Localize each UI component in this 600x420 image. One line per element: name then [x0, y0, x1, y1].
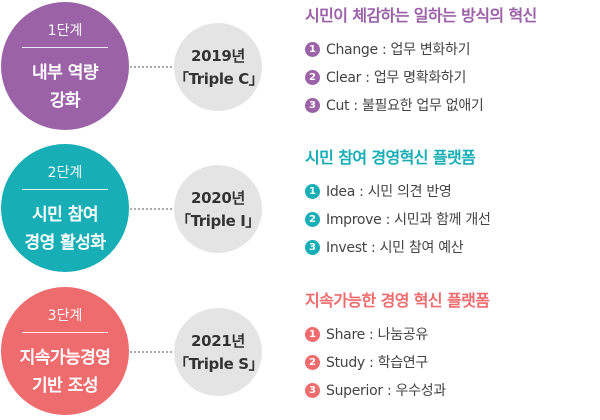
- stage-2-title-line2: 경영 활성화: [24, 233, 106, 253]
- stage-3-connector: [130, 351, 172, 353]
- stage-2-heading: 시민 참여 경영혁신 플랫폼: [305, 148, 476, 167]
- stage-row-2: 2단계 시민 참여 경영 활성화 2020년 「Triple I」 시민 참여 …: [0, 144, 600, 274]
- stage-3-item-1: 1 Share : 나눔공유: [305, 320, 597, 348]
- number-3-badge: 3: [305, 382, 320, 398]
- stage-3-divider: [22, 332, 108, 333]
- stage-3-code: 「Triple S」: [174, 355, 264, 373]
- stage-1-year-circle: 2019년 「Triple C」: [174, 23, 264, 111]
- stage-2-item-1-text: Idea : 시민 의견 반영: [326, 184, 452, 200]
- stage-2-year-circle: 2020년 「Triple I」: [174, 165, 262, 253]
- stage-row-3: 3단계 지속가능경영 기반 조성 2021년 「Triple S」 지속가능한 …: [0, 287, 600, 417]
- stage-2-item-1: 1 Idea : 시민 의견 반영: [305, 177, 597, 205]
- stage-2-item-3-text: Invest : 시민 참여 예산: [326, 240, 464, 256]
- stage-1-title-line2: 강화: [49, 91, 81, 111]
- stage-2-title-line1: 시민 참여: [32, 205, 98, 225]
- stage-3-circle: 3단계 지속가능경영 기반 조성: [1, 287, 129, 415]
- stage-1-item-3-text: Cut : 불필요한 업무 없애기: [326, 98, 484, 114]
- stage-1-item-1-text: Change : 업무 변화하기: [326, 42, 471, 58]
- number-3-badge: 3: [305, 97, 320, 113]
- number-2-badge: 2: [305, 211, 320, 227]
- stage-1-title-line1: 내부 역량: [32, 63, 98, 83]
- stage-1-step-label: 1단계: [47, 23, 83, 39]
- stage-3-item-3-text: Superior : 우수성과: [326, 383, 446, 399]
- stage-3-heading: 지속가능한 경영 혁신 플랫폼: [305, 291, 490, 310]
- number-1-badge: 1: [305, 183, 320, 199]
- stage-3-title-line1: 지속가능경영: [19, 348, 111, 368]
- stage-2-item-3: 3 Invest : 시민 참여 예산: [305, 233, 597, 261]
- stage-1-item-1: 1 Change : 업무 변화하기: [305, 35, 597, 63]
- stage-2-item-2-text: Improve : 시민과 함께 개선: [326, 212, 491, 228]
- stage-2-code: 「Triple I」: [176, 212, 260, 230]
- stage-3-title-line2: 기반 조성: [32, 376, 98, 396]
- number-1-badge: 1: [305, 326, 320, 342]
- stage-1-divider: [22, 47, 108, 48]
- stage-row-1: 1단계 내부 역량 강화 2019년 「Triple C」 시민이 체감하는 일…: [0, 2, 600, 132]
- stage-3-item-2-text: Study : 학습연구: [326, 355, 428, 371]
- stage-2-connector: [130, 208, 172, 210]
- stage-2-details: 시민 참여 경영혁신 플랫폼 1 Idea : 시민 의견 반영 2 Impro…: [305, 147, 597, 261]
- stage-2-item-2: 2 Improve : 시민과 함께 개선: [305, 205, 597, 233]
- stage-1-item-2: 2 Clear : 업무 명확화하기: [305, 63, 597, 91]
- stage-3-item-1-text: Share : 나눔공유: [326, 327, 428, 343]
- stage-1-heading: 시민이 체감하는 일하는 방식의 혁신: [305, 6, 537, 25]
- stage-3-year: 2021년: [190, 332, 246, 350]
- number-3-badge: 3: [305, 239, 320, 255]
- stage-1-item-2-text: Clear : 업무 명확화하기: [326, 70, 467, 86]
- number-2-badge: 2: [305, 354, 320, 370]
- number-1-badge: 1: [305, 41, 320, 57]
- stage-3-item-3: 3 Superior : 우수성과: [305, 376, 597, 404]
- stage-1-circle: 1단계 내부 역량 강화: [1, 2, 129, 130]
- stage-1-year: 2019년: [190, 47, 246, 65]
- stage-3-item-2: 2 Study : 학습연구: [305, 348, 597, 376]
- stage-1-item-3: 3 Cut : 불필요한 업무 없애기: [305, 91, 597, 119]
- stage-1-connector: [130, 66, 172, 68]
- stage-2-step-label: 2단계: [47, 165, 83, 181]
- stage-1-details: 시민이 체감하는 일하는 방식의 혁신 1 Change : 업무 변화하기 2…: [305, 5, 597, 119]
- stage-3-details: 지속가능한 경영 혁신 플랫폼 1 Share : 나눔공유 2 Study :…: [305, 290, 597, 404]
- stage-3-step-label: 3단계: [47, 308, 83, 324]
- stage-3-year-circle: 2021년 「Triple S」: [174, 308, 264, 396]
- stage-2-circle: 2단계 시민 참여 경영 활성화: [1, 144, 129, 272]
- stage-2-divider: [22, 189, 108, 190]
- number-2-badge: 2: [305, 69, 320, 85]
- stage-2-year: 2020년: [190, 189, 246, 207]
- stage-1-code: 「Triple C」: [174, 70, 264, 88]
